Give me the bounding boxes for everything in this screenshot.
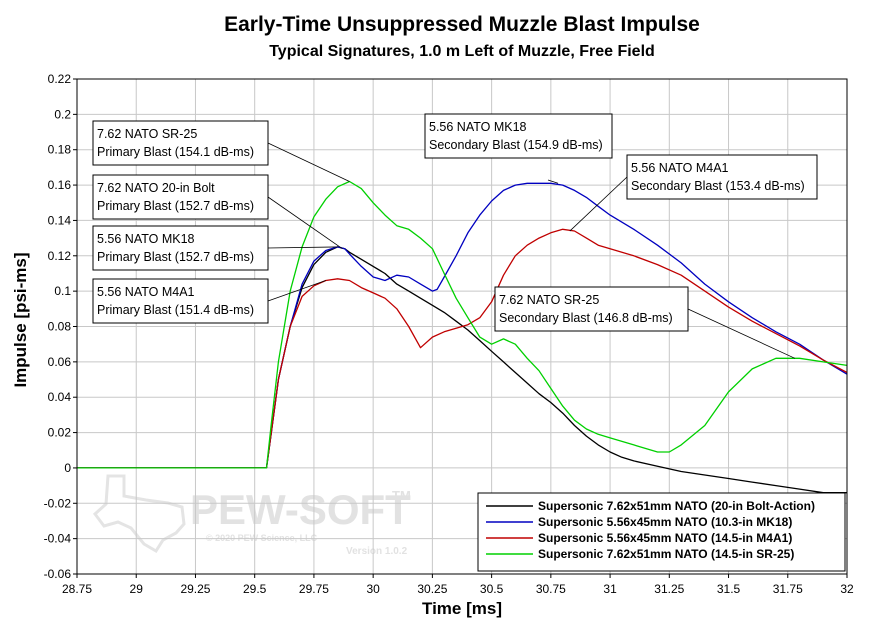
x-tick-label: 29.5	[243, 582, 267, 596]
annotation-frame	[626, 154, 818, 200]
annotation-text: 5.56 NATO M4A1	[97, 285, 195, 299]
watermark: PEW-SOFT TM © 2020 PEW Science, LLC Vers…	[92, 474, 411, 557]
x-tick-label: 29.75	[299, 582, 329, 596]
annotation-frame	[494, 286, 689, 332]
legend: Supersonic 7.62x51mm NATO (20-in Bolt-Ac…	[477, 492, 846, 572]
y-tick-label: 0.14	[48, 213, 72, 227]
legend-box	[477, 492, 846, 572]
legend-entry-3: Supersonic 5.56x45mm NATO (14.5-in M4A1)	[538, 531, 792, 545]
annotation-leader	[267, 142, 350, 182]
annotation-leader	[547, 179, 559, 184]
watermark-version: Version 1.0.2	[346, 546, 408, 557]
annotation-text: Secondary Blast (154.9 dB-ms)	[429, 138, 603, 152]
y-tick-label: 0.22	[48, 72, 72, 86]
annotation-box: 7.62 NATO SR-25 Secondary Blast (146.8 dB…	[494, 286, 689, 332]
annotation-leader	[267, 280, 326, 302]
annotation-text: Secondary Blast (146.8 dB-ms)	[499, 311, 673, 325]
x-tick-label: 31.75	[773, 582, 803, 596]
x-axis-label: Time [ms]	[422, 599, 502, 618]
legend-entry-1: Supersonic 7.62x51mm NATO (20-in Bolt-Ac…	[538, 499, 815, 513]
y-tick-label: 0.18	[48, 143, 72, 157]
series-line-2	[77, 182, 848, 469]
x-tick-label: 29.25	[180, 582, 210, 596]
annotation-box: 7.62 NATO SR-25 Primary Blast (154.1 dB-m…	[92, 120, 269, 166]
x-tick-label: 32	[840, 582, 854, 596]
annotation-text: 5.56 NATO M4A1	[631, 161, 729, 175]
annotation-frame	[92, 174, 269, 220]
annotation-text: 5.56 NATO MK18	[429, 120, 527, 134]
x-tick-label: 30.75	[536, 582, 566, 596]
annotation-leader	[569, 176, 628, 232]
watermark-brand: PEW-SOFT	[190, 486, 411, 533]
annotation-box: 5.56 NATO MK18 Secondary Blast (154.9 dB-…	[424, 113, 613, 159]
y-tick-label: -0.02	[44, 496, 72, 510]
y-tick-label: 0.08	[48, 320, 72, 334]
annotation-leader	[267, 246, 338, 249]
watermark-trademark: TM	[392, 488, 411, 503]
annotation-text: Primary Blast (152.7 dB-ms)	[97, 199, 254, 213]
y-tick-label: -0.06	[44, 567, 72, 581]
y-tick-label: 0.1	[54, 284, 71, 298]
annotation-text: Secondary Blast (153.4 dB-ms)	[631, 179, 805, 193]
annotation-leader	[267, 196, 343, 250]
x-tick-label: 31.25	[654, 582, 684, 596]
annotation-text: 7.62 NATO SR-25	[499, 293, 599, 307]
annotation-frame	[424, 113, 613, 159]
series-line-1	[77, 246, 847, 494]
y-tick-label: 0.06	[48, 355, 72, 369]
x-tick-label: 30.5	[480, 582, 504, 596]
annotations: 7.62 NATO SR-25 Primary Blast (154.1 dB-m…	[92, 113, 818, 359]
y-tick-label: 0	[64, 461, 71, 475]
chart-subtitle: Typical Signatures, 1.0 m Left of Muzzle…	[269, 43, 655, 60]
annotation-text: 5.56 NATO MK18	[97, 232, 195, 246]
annotation-text: 7.62 NATO SR-25	[97, 127, 197, 141]
x-tick-label: 31.5	[717, 582, 741, 596]
x-tick-label: 31	[603, 582, 617, 596]
annotation-box: 5.56 NATO M4A1 Primary Blast (151.4 dB-ms…	[92, 278, 269, 324]
annotation-box: 5.56 NATO M4A1 Secondary Blast (153.4 dB-…	[626, 154, 818, 200]
legend-entry-2: Supersonic 5.56x45mm NATO (10.3-in MK18)	[538, 515, 792, 529]
annotation-frame	[92, 225, 269, 271]
axis-ticks: 28.75 29 29.25 29.5 29.75 30 30.25 30.5 30.75 31 3…	[44, 72, 854, 596]
y-tick-label: 0.12	[48, 249, 72, 263]
annotation-leader	[687, 308, 796, 359]
annotation-frame	[92, 120, 269, 166]
y-tick-label: 0.02	[48, 426, 72, 440]
annotation-box: 5.56 NATO MK18 Primary Blast (152.7 dB-ms…	[92, 225, 269, 271]
y-tick-label: -0.04	[44, 532, 72, 546]
y-tick-label: 0.04	[48, 390, 72, 404]
y-tick-label: 0.16	[48, 178, 72, 192]
legend-entry-4: Supersonic 7.62x51mm NATO (14.5-in SR-25…	[538, 547, 794, 561]
chart-title: Early-Time Unsuppressed Muzzle Blast Imp…	[224, 13, 700, 36]
y-axis-label: Impulse [psi-ms]	[11, 252, 30, 387]
x-tick-label: 30.25	[417, 582, 447, 596]
annotation-text: Primary Blast (154.1 dB-ms)	[97, 145, 254, 159]
annotation-text: Primary Blast (152.7 dB-ms)	[97, 250, 254, 264]
y-tick-label: 0.2	[54, 107, 71, 121]
watermark-copyright: © 2020 PEW Science, LLC	[206, 533, 318, 543]
annotation-frame	[92, 278, 269, 324]
annotation-text: Primary Blast (151.4 dB-ms)	[97, 303, 254, 317]
x-tick-label: 28.75	[62, 582, 92, 596]
series-line-4	[77, 180, 848, 469]
x-tick-label: 29	[130, 582, 144, 596]
annotation-text: 7.62 NATO 20-in Bolt	[97, 181, 215, 195]
annotation-box: 7.62 NATO 20-in Bolt Primary Blast (152.7…	[92, 174, 269, 220]
x-tick-label: 30	[366, 582, 380, 596]
texas-logo-icon	[92, 474, 186, 554]
